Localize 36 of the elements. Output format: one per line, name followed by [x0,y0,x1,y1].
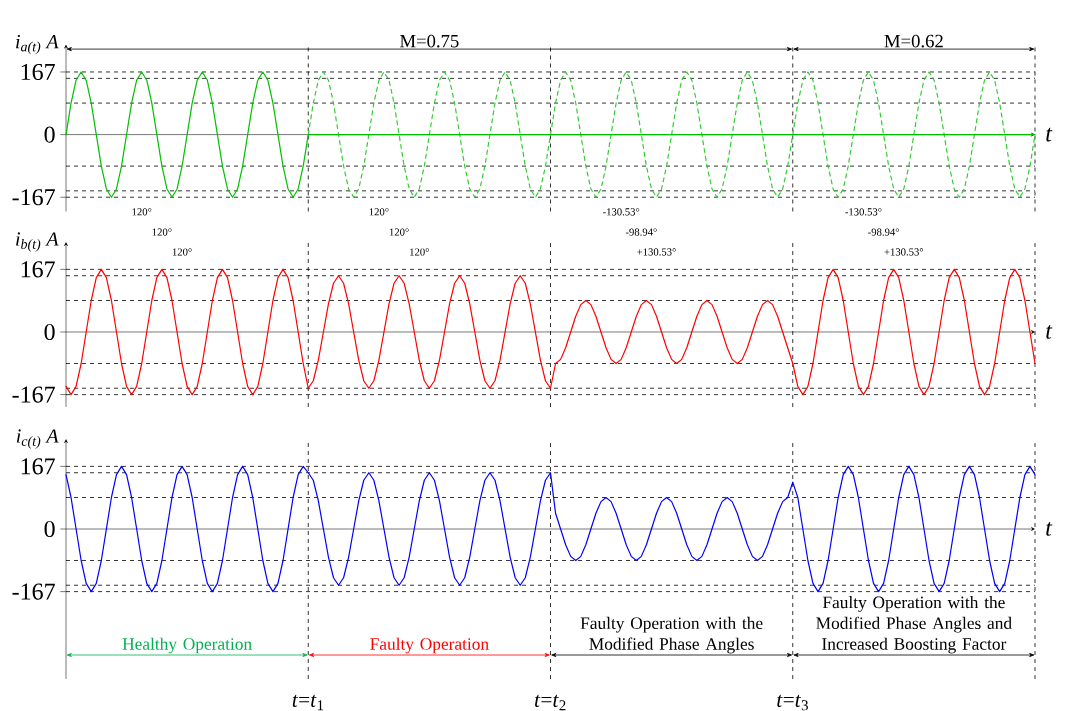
text: -98.94° [625,228,657,236]
y-tick-label: 167 [21,63,55,81]
y-axis-title: i$_{c(t)}$ A [16,429,59,449]
annotation: M=0.62 [884,34,943,48]
annotation: -130.53° [602,208,640,216]
annotation: 120° [132,208,152,216]
y-tick-label: 167 [21,261,55,278]
x-tick-label: t=t$_{3}$ [777,694,808,711]
annotation: -130.53° [845,208,882,216]
y-tick-label: 0 [44,520,55,538]
text: 120° [389,228,409,236]
x-axis-title: t [1046,522,1053,536]
y-tick-label: -167 [12,386,55,403]
y-axis-title: i$_{a(t)}$ A [16,34,59,55]
annotation: 120° [172,248,192,256]
text: -98.94° [868,228,899,236]
annotation: 120° [410,248,429,256]
annotation: Faulty Operation [370,637,489,654]
y-tick-label: -167 [12,583,55,600]
y-axis-title: i$_{b(t)}$ A [16,232,59,252]
x-tick-label: t=t$_{2}$ [535,694,566,711]
x-tick-label: t=t$_{1}$ [292,694,324,711]
x-axis-title: t [1046,127,1053,142]
annotation: +130.53° [884,248,924,256]
y-tick-label: -167 [12,189,55,206]
annotation: +130.53° [637,248,676,256]
annotation: 120° [369,208,389,216]
y-tick-label: 167 [21,458,55,475]
y-tick-label: 0 [44,126,55,143]
annotation: Faulty Operation with the Modified Phase Angles [580,616,763,654]
annotation: M=0.75 [400,34,459,48]
text: 120° [152,228,172,236]
y-tick-label: 0 [44,323,55,341]
annotation: Faulty Operation with the Modified Phase Angles and Increased Boosting Factor [816,596,1012,654]
annotation: Healthy Operation [122,637,252,654]
x-axis-title: t [1046,325,1053,339]
